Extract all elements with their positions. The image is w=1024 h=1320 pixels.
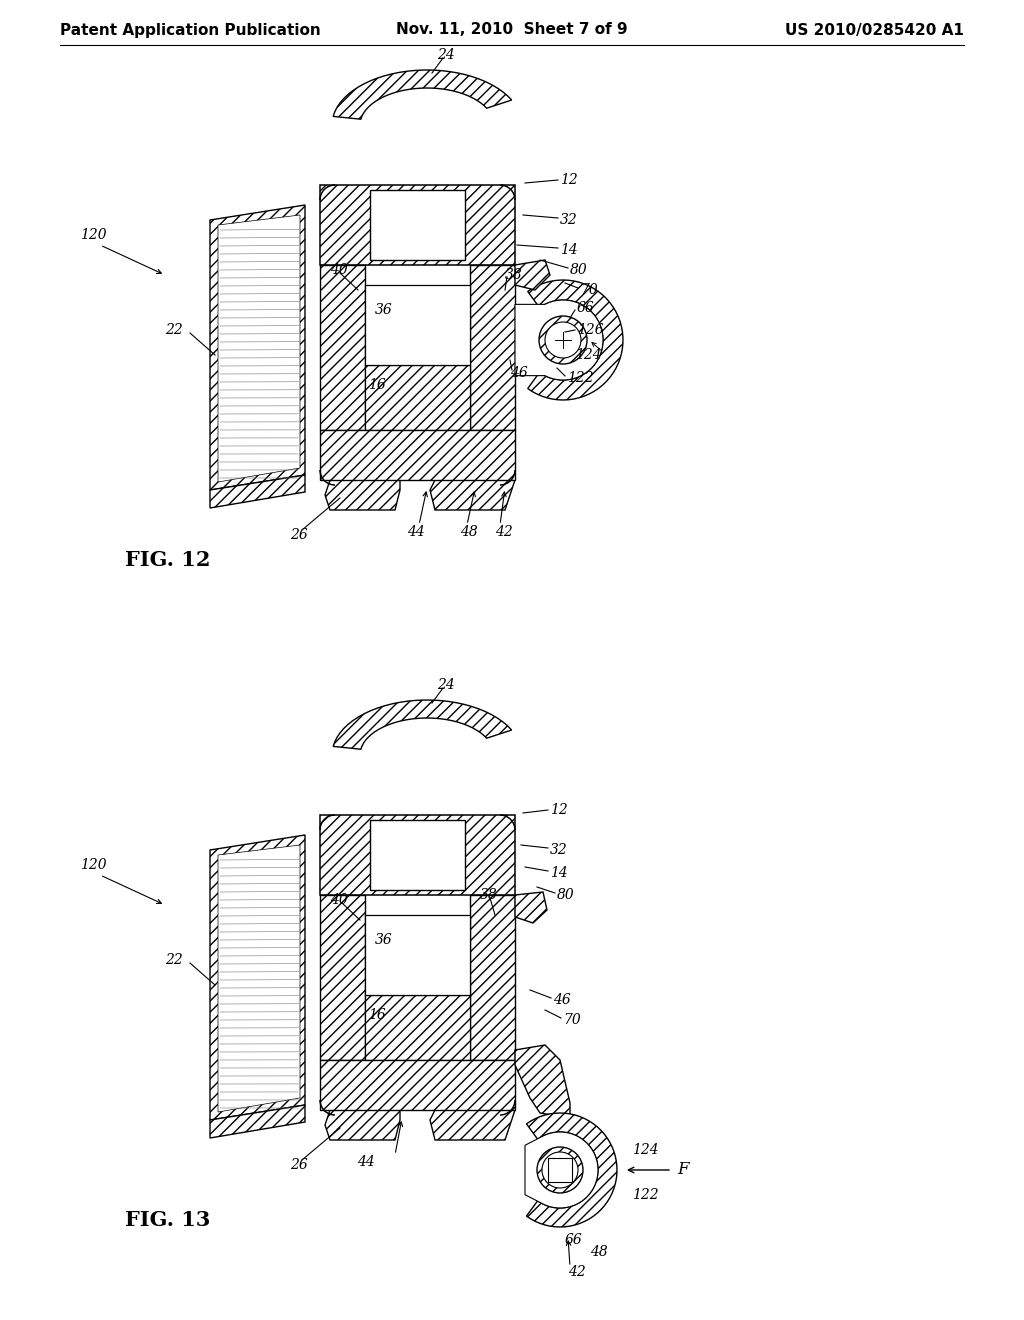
Polygon shape	[325, 480, 400, 510]
Polygon shape	[319, 185, 515, 265]
Polygon shape	[515, 300, 603, 380]
Text: 124: 124	[575, 348, 602, 362]
Text: 42: 42	[495, 525, 513, 539]
Text: 12: 12	[560, 173, 578, 187]
Text: 120: 120	[80, 228, 106, 242]
Circle shape	[537, 1147, 583, 1193]
Polygon shape	[319, 265, 365, 430]
Text: 80: 80	[570, 263, 588, 277]
Text: US 2010/0285420 A1: US 2010/0285420 A1	[785, 22, 964, 37]
Text: 70: 70	[563, 1012, 581, 1027]
Polygon shape	[515, 892, 547, 923]
Polygon shape	[430, 480, 515, 510]
Circle shape	[539, 315, 587, 364]
Text: 26: 26	[290, 528, 308, 543]
Polygon shape	[218, 215, 300, 482]
Polygon shape	[548, 1158, 572, 1181]
Text: F: F	[677, 1162, 688, 1179]
Text: 120: 120	[80, 858, 106, 873]
Text: 24: 24	[437, 678, 455, 692]
Text: 14: 14	[550, 866, 567, 880]
Text: 14: 14	[560, 243, 578, 257]
Text: 40: 40	[330, 894, 348, 907]
Polygon shape	[333, 70, 512, 119]
Polygon shape	[365, 285, 470, 366]
Text: 122: 122	[567, 371, 594, 385]
Polygon shape	[319, 430, 515, 480]
Text: 44: 44	[407, 525, 425, 539]
Polygon shape	[210, 475, 305, 508]
Polygon shape	[319, 1060, 515, 1110]
Text: 122: 122	[632, 1188, 658, 1203]
Text: 22: 22	[165, 323, 182, 337]
Polygon shape	[365, 366, 470, 430]
Polygon shape	[365, 915, 470, 995]
Text: 38: 38	[480, 888, 498, 902]
Text: 46: 46	[510, 366, 527, 380]
Text: 66: 66	[565, 1233, 583, 1247]
Text: 22: 22	[165, 953, 182, 968]
Polygon shape	[210, 205, 305, 490]
Text: 16: 16	[368, 378, 386, 392]
Text: 32: 32	[550, 843, 567, 857]
Polygon shape	[527, 280, 623, 400]
Polygon shape	[515, 260, 550, 290]
Text: 42: 42	[568, 1265, 586, 1279]
Text: 36: 36	[375, 304, 393, 317]
Text: 48: 48	[590, 1245, 608, 1259]
Text: 32: 32	[560, 213, 578, 227]
Text: 36: 36	[375, 933, 393, 946]
Text: 24: 24	[437, 48, 455, 62]
Text: 48: 48	[460, 525, 478, 539]
Polygon shape	[370, 190, 465, 260]
Polygon shape	[470, 895, 515, 1060]
Text: 126: 126	[577, 323, 603, 337]
Polygon shape	[515, 1045, 570, 1118]
Polygon shape	[430, 1110, 515, 1140]
Text: 80: 80	[557, 888, 574, 902]
Text: Patent Application Publication: Patent Application Publication	[60, 22, 321, 37]
Text: 124: 124	[632, 1143, 658, 1158]
Polygon shape	[370, 820, 465, 890]
Text: 40: 40	[330, 263, 348, 277]
Text: 38: 38	[505, 268, 522, 282]
Polygon shape	[470, 265, 515, 430]
Text: Nov. 11, 2010  Sheet 7 of 9: Nov. 11, 2010 Sheet 7 of 9	[396, 22, 628, 37]
Polygon shape	[325, 1110, 400, 1140]
Polygon shape	[319, 814, 515, 895]
Polygon shape	[218, 845, 300, 1111]
Text: 66: 66	[577, 301, 595, 315]
Text: 44: 44	[357, 1155, 375, 1170]
Polygon shape	[333, 700, 512, 750]
Circle shape	[542, 1152, 578, 1188]
Text: FIG. 13: FIG. 13	[125, 1210, 210, 1230]
Polygon shape	[365, 995, 470, 1060]
Polygon shape	[319, 895, 365, 1060]
Text: 46: 46	[553, 993, 570, 1007]
Text: 16: 16	[368, 1008, 386, 1022]
Polygon shape	[210, 1105, 305, 1138]
Polygon shape	[526, 1113, 616, 1228]
Text: 26: 26	[290, 1158, 308, 1172]
Text: 70: 70	[580, 282, 598, 297]
Text: 12: 12	[550, 803, 567, 817]
Polygon shape	[210, 836, 305, 1119]
Polygon shape	[525, 1133, 598, 1208]
Circle shape	[545, 322, 581, 358]
Text: FIG. 12: FIG. 12	[125, 550, 211, 570]
